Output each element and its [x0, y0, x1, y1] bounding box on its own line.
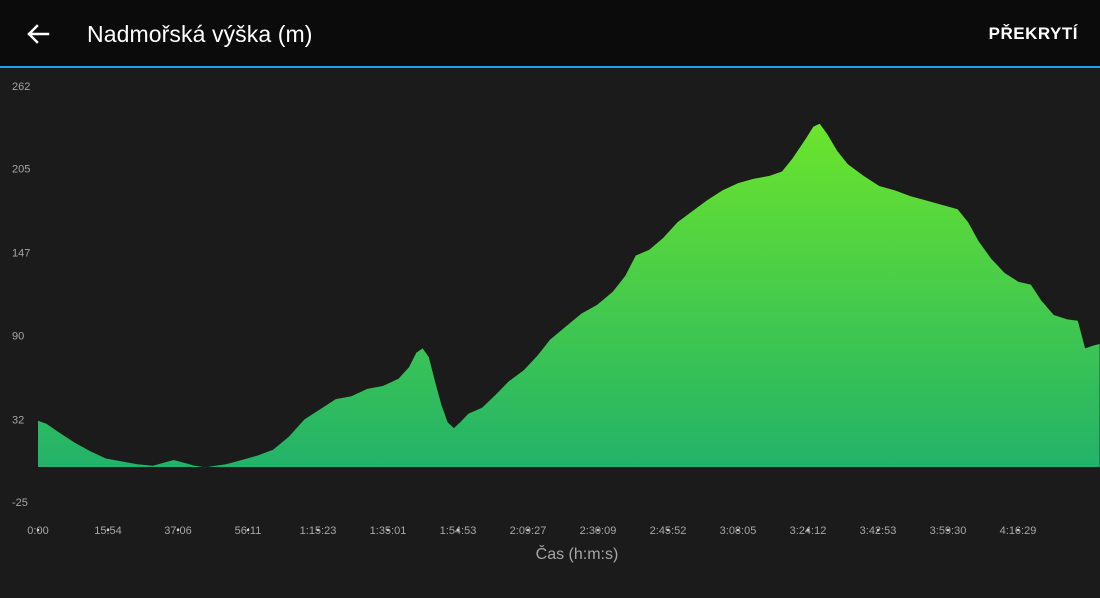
x-axis-label: Čas (h:m:s) — [536, 544, 619, 563]
y-tick-label: -25 — [12, 497, 28, 509]
x-tick-dot — [1016, 528, 1020, 532]
app-bar: Nadmořská výška (m) PŘEKRYTÍ — [0, 0, 1100, 68]
y-tick-label: 90 — [12, 330, 24, 342]
x-tick-dot — [176, 528, 180, 532]
chart-svg: 2622051479032-250:0015:5437:0656:111:15:… — [12, 81, 1100, 563]
overlay-button[interactable]: PŘEKRYTÍ — [988, 24, 1078, 43]
x-tick-dot — [316, 528, 320, 532]
x-tick-dot — [106, 528, 110, 532]
arrow-left-icon[interactable] — [22, 18, 54, 50]
x-tick-dot — [246, 528, 250, 532]
elevation-area — [38, 123, 1100, 468]
x-tick-dot — [876, 528, 880, 532]
page-title: Nadmořská výška (m) — [87, 21, 313, 47]
x-tick-dot — [946, 528, 950, 532]
x-tick-dot — [456, 528, 460, 532]
x-tick-dot — [736, 528, 740, 532]
y-tick-label: 147 — [12, 248, 30, 260]
y-tick-label: 32 — [12, 414, 24, 426]
x-tick-dot — [806, 528, 810, 532]
x-tick-dot — [666, 528, 670, 532]
y-tick-label: 205 — [12, 164, 30, 176]
x-tick-dot — [526, 528, 530, 532]
x-tick-dot — [596, 528, 600, 532]
x-tick-dot — [386, 528, 390, 532]
elevation-chart: 2622051479032-250:0015:5437:0656:111:15:… — [0, 70, 1100, 593]
x-tick-dot — [36, 528, 40, 532]
y-tick-label: 262 — [12, 81, 30, 93]
